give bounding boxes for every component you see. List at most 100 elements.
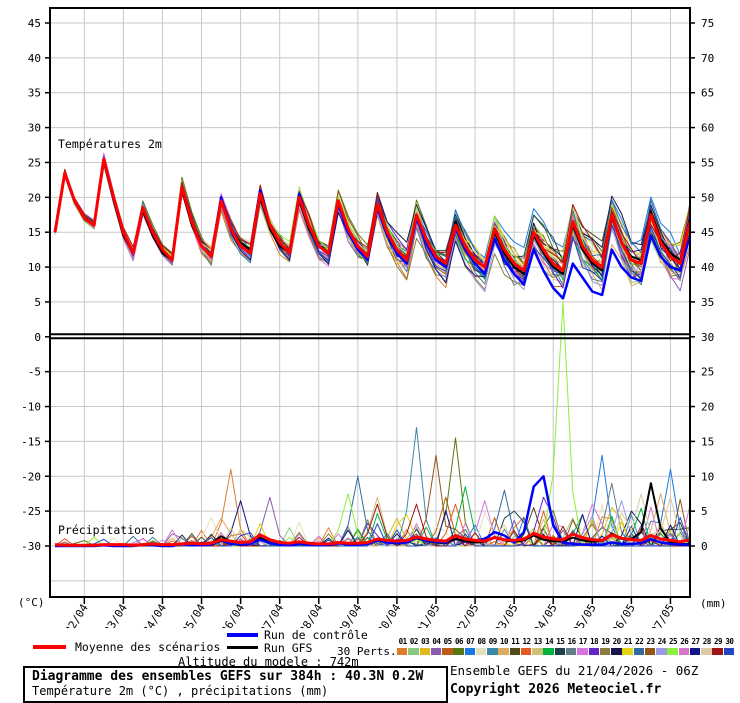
- right-tick-label: 50: [701, 191, 714, 204]
- pert-number: 01: [398, 637, 408, 646]
- left-tick-label: -25: [21, 505, 41, 518]
- right-axis-unit: (mm): [700, 597, 727, 610]
- pert-color-swatch: [554, 648, 566, 655]
- left-tick-label: 45: [28, 17, 41, 30]
- pert-color-swatch: [498, 648, 509, 655]
- pert-number: 10: [500, 637, 509, 646]
- pert-number: 09: [488, 637, 498, 646]
- x-tick-label: 01/05: [414, 602, 443, 628]
- pert-color-swatch: [397, 648, 408, 655]
- pert-number: 29: [714, 637, 723, 646]
- x-tick-label: 25/04: [180, 601, 209, 628]
- pert-number: 20: [612, 637, 622, 646]
- chart-subtitle: Température 2m (°C) , précipitations (mm…: [32, 684, 329, 698]
- legend-gfs-label: Run GFS: [264, 641, 313, 655]
- legend-mean-label: Moyenne des scénarios: [75, 640, 221, 654]
- pert-color-swatch: [678, 648, 690, 655]
- x-tick-label: 28/04: [297, 601, 326, 628]
- left-tick-label: -20: [21, 470, 41, 483]
- pert-number: 24: [657, 637, 667, 646]
- pert-number: 16: [567, 637, 577, 646]
- member-temp-line: [54, 156, 690, 276]
- chart-title: Diagramme des ensembles GEFS sur 384h : …: [32, 669, 424, 684]
- left-tick-label: 35: [28, 87, 41, 100]
- right-tick-label: 10: [701, 470, 714, 483]
- left-tick-label: 0: [34, 331, 41, 344]
- mean-precip-line: [54, 531, 690, 547]
- x-tick-label: 22/04: [62, 601, 91, 628]
- left-tick-label: 5: [34, 296, 41, 309]
- x-tick-label: 30/04: [375, 601, 404, 628]
- pert-number: 25: [668, 637, 678, 646]
- pert-color-swatch: [712, 648, 723, 655]
- ensemble-chart: 454035302520151050-5-10-15-20-25-3075706…: [18, 7, 727, 637]
- pert-color-swatch: [475, 648, 487, 655]
- pert-color-swatch: [520, 648, 532, 655]
- legend-gfs-line: [227, 646, 258, 649]
- pert-color-swatch: [588, 648, 599, 655]
- right-tick-label: 35: [701, 296, 714, 309]
- pert-number: 18: [590, 637, 599, 646]
- left-tick-label: 30: [28, 122, 41, 135]
- pert-numbers-row: 01 02 03 04 05 06 07 08 09 10 11 12 13 14 15 16 17 18 19 20…: [397, 637, 737, 646]
- x-tick-label: 05/05: [570, 602, 599, 628]
- left-tick-label: 40: [28, 52, 41, 65]
- copyright-label: Copyright 2026 Meteociel.fr: [450, 682, 662, 697]
- pert-number: 08: [477, 637, 486, 646]
- x-tick-label: 23/04: [101, 601, 130, 628]
- left-tick-label: -10: [21, 401, 41, 414]
- x-tick-label: 26/04: [219, 601, 248, 628]
- x-tick-label: 02/05: [453, 602, 482, 628]
- precip-section-label: Précipitations: [58, 523, 155, 537]
- left-tick-label: 15: [28, 226, 41, 239]
- right-tick-label: 25: [701, 366, 714, 379]
- pert-color-swatch: [487, 648, 498, 655]
- pert-number: 05: [443, 637, 453, 646]
- x-tick-label: 24/04: [140, 601, 169, 628]
- pert-color-swatch: [701, 648, 712, 655]
- x-tick-label: 29/04: [336, 601, 365, 628]
- pert-number: 23: [646, 637, 655, 646]
- grid-layer: [50, 8, 690, 597]
- pert-color-swatch: [408, 648, 419, 655]
- pert-color-swatch: [464, 648, 476, 655]
- pert-color-swatch: [656, 648, 667, 655]
- pert-number: 07: [466, 637, 475, 646]
- left-tick-label: -30: [21, 540, 41, 553]
- x-tick-label: 04/05: [531, 602, 560, 628]
- x-tick-label: 07/05: [648, 602, 677, 628]
- pert-color-swatch: [611, 648, 622, 655]
- left-tick-label: 20: [28, 191, 41, 204]
- pert-number: 11: [511, 637, 520, 646]
- x-tick-label: 27/04: [258, 601, 287, 628]
- pert-color-swatch: [565, 648, 577, 655]
- member-temp-line: [54, 156, 690, 275]
- pert-number: 14: [545, 637, 554, 646]
- pert-number: 30: [725, 637, 734, 646]
- right-tick-label: 65: [701, 87, 714, 100]
- pert-swatches-row: [397, 648, 737, 655]
- right-tick-label: 40: [701, 261, 714, 274]
- pert-number: 15: [556, 637, 565, 646]
- pert-color-swatch: [622, 648, 633, 655]
- right-tick-label: 55: [701, 156, 714, 169]
- pert-color-swatch: [543, 648, 554, 655]
- left-tick-label: -5: [28, 366, 41, 379]
- pert-number: 28: [702, 637, 712, 646]
- pert-number: 22: [635, 637, 644, 646]
- left-axis-unit: (°C): [18, 596, 45, 609]
- right-tick-label: 5: [701, 505, 708, 518]
- pert-color-swatch: [442, 648, 453, 655]
- pert-number: 03: [421, 637, 430, 646]
- axis-frame: [45, 7, 695, 604]
- right-tick-label: 20: [701, 401, 714, 414]
- pert-number: 13: [533, 637, 543, 646]
- legend-mean-line: [33, 645, 66, 649]
- legend-control-line: [227, 633, 258, 637]
- left-tick-label: -15: [21, 435, 41, 448]
- temp-section-label: Températures 2m: [58, 137, 162, 151]
- left-tick-label: 25: [28, 156, 41, 169]
- legend-control-label: Run de contrôle: [264, 628, 368, 642]
- right-tick-label: 60: [701, 122, 714, 135]
